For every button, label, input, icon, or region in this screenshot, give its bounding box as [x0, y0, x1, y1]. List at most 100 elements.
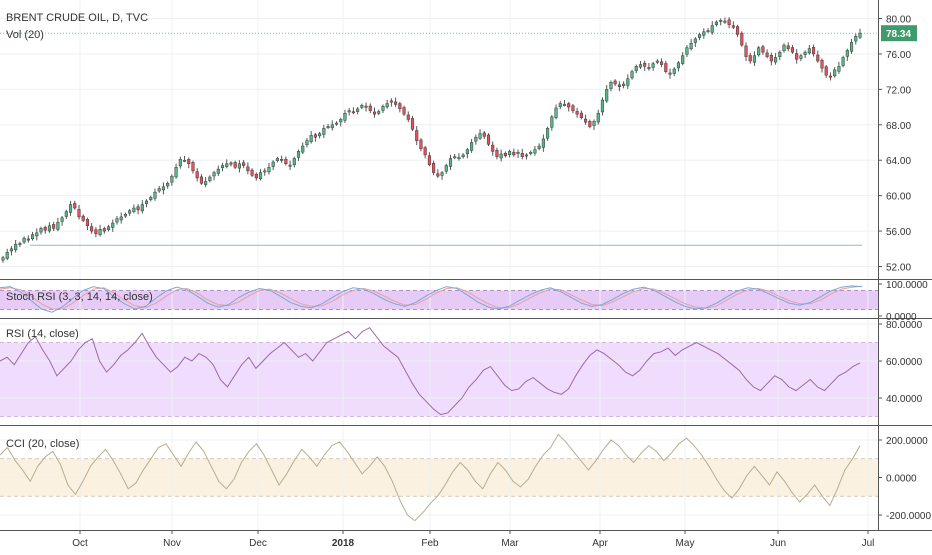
rsi-tick-label: 40.0000: [886, 394, 923, 405]
stoch-rsi-title: Stoch RSI (3, 3, 14, 14, close): [6, 291, 153, 303]
candle-body-up: [166, 182, 170, 187]
candle: [482, 131, 486, 139]
candle: [706, 28, 710, 33]
candle: [731, 21, 735, 30]
candle: [81, 214, 85, 223]
candle-body-up: [470, 142, 474, 151]
candle: [491, 141, 495, 156]
candle-body-down: [195, 171, 199, 179]
candle: [22, 236, 26, 244]
candle: [220, 162, 225, 172]
candle: [322, 124, 326, 138]
candle-body-down: [85, 219, 89, 227]
candle: [448, 154, 453, 170]
pane-borders: [0, 0, 932, 531]
candle-body-up: [182, 159, 187, 162]
candle: [343, 109, 347, 123]
candle: [824, 65, 828, 78]
candle: [816, 50, 820, 63]
candle-body-down: [288, 164, 292, 167]
candle-body-down: [427, 155, 431, 165]
price-tick-label: 68.00: [886, 121, 911, 132]
candle-body-up: [849, 42, 854, 52]
candle-body-up: [174, 167, 178, 178]
candle-body-up: [529, 151, 533, 154]
candle: [820, 58, 824, 73]
candle-body-up: [546, 128, 550, 139]
candle: [529, 150, 533, 156]
candle-body-up: [178, 159, 182, 167]
time-tick-label: Feb: [421, 538, 439, 549]
cci-tick-label: -200.0000: [886, 511, 931, 522]
candle: [18, 241, 22, 248]
candle: [465, 147, 469, 159]
candle-body-up: [854, 35, 858, 42]
candle-body-up: [600, 99, 605, 113]
candle-body-down: [769, 55, 773, 62]
candle-body-up: [360, 105, 364, 108]
candle: [275, 156, 279, 163]
grid-lines: [0, 0, 878, 530]
candle-body-up: [18, 243, 22, 245]
candle: [799, 53, 803, 62]
candle: [166, 181, 170, 189]
candle: [664, 60, 668, 74]
candle-body-down: [77, 209, 81, 218]
candle: [588, 119, 592, 129]
candle: [39, 226, 43, 235]
candle-body-down: [482, 132, 486, 137]
candle: [149, 195, 153, 202]
time-tick-label: Jul: [862, 538, 875, 549]
candle-body-down: [786, 45, 790, 49]
candle-body-up: [554, 107, 558, 118]
candle-body-up: [237, 163, 241, 169]
candle: [600, 97, 605, 116]
candle-body-up: [655, 60, 659, 63]
candle: [30, 231, 35, 241]
candle: [689, 38, 693, 51]
candle-body-up: [132, 207, 136, 212]
candle-body-down: [668, 72, 672, 75]
stoch-tick-label: 100.0000: [886, 280, 928, 291]
candle: [537, 143, 541, 151]
candle-body-up: [562, 104, 567, 106]
time-tick-label: 2018: [332, 538, 355, 549]
candle-body-up: [676, 62, 681, 69]
candle: [68, 200, 73, 216]
candle-body-up: [149, 197, 153, 200]
time-tick-label: Oct: [72, 538, 88, 549]
candle: [432, 160, 436, 176]
candle-body-down: [731, 25, 735, 28]
candle: [318, 131, 322, 139]
candle: [672, 67, 676, 77]
candle: [309, 130, 313, 144]
candle-body-up: [263, 170, 267, 173]
candle: [858, 28, 862, 40]
candle-body-up: [98, 229, 102, 236]
candle-body-up: [448, 158, 453, 167]
candle: [478, 129, 482, 141]
candle: [516, 149, 520, 158]
candle-body-down: [584, 118, 588, 123]
candle-body-up: [609, 82, 613, 89]
indicator-series: [0, 285, 863, 522]
candle-body-up: [208, 176, 212, 181]
candle: [98, 224, 102, 237]
candle: [292, 156, 296, 168]
candle: [153, 188, 157, 201]
candle: [845, 48, 849, 61]
candle-body-up: [685, 47, 689, 55]
candle: [187, 157, 191, 169]
candle-body-up: [533, 149, 537, 154]
candle-body-down: [765, 52, 769, 57]
candle: [622, 81, 626, 89]
candle: [774, 53, 778, 65]
candle-body-down: [748, 55, 752, 62]
indicator-bands: [0, 289, 878, 497]
candle: [668, 68, 672, 79]
candle-body-up: [47, 225, 51, 232]
candle-body-down: [520, 153, 524, 157]
candle-body-down: [727, 19, 731, 25]
